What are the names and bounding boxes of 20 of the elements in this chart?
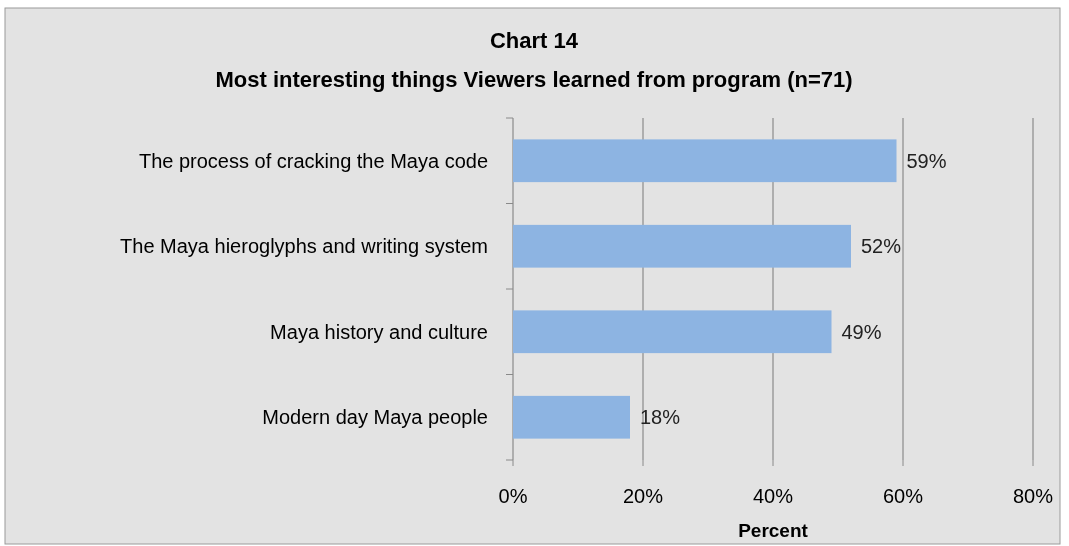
x-tick-label: 20%: [622, 485, 664, 507]
y-tick-label: Modern day Maya people: [262, 406, 488, 429]
data-label: 49%: [841, 320, 882, 343]
x-tick-label: 40%: [752, 485, 794, 507]
data-label: 59%: [906, 149, 947, 172]
x-tick-label: 80%: [1012, 485, 1054, 507]
data-label: 52%: [861, 235, 902, 258]
bar: [513, 224, 851, 268]
y-tick-label: Maya history and culture: [270, 320, 488, 343]
bar: [513, 310, 832, 354]
data-label: 18%: [640, 406, 681, 429]
y-tick-label: The Maya hieroglyphs and writing system: [120, 235, 488, 258]
bar: [513, 395, 630, 439]
y-tick-label: The process of cracking the Maya code: [138, 149, 488, 172]
x-tick-label: 0%: [498, 485, 528, 507]
x-axis-title: Percent: [738, 520, 809, 541]
x-tick-label: 60%: [882, 485, 924, 507]
chart-subtitle: Most interesting things Viewers learned from program (n=71): [215, 67, 853, 92]
chart-title: Chart 14: [489, 28, 579, 53]
bar: [513, 139, 897, 183]
